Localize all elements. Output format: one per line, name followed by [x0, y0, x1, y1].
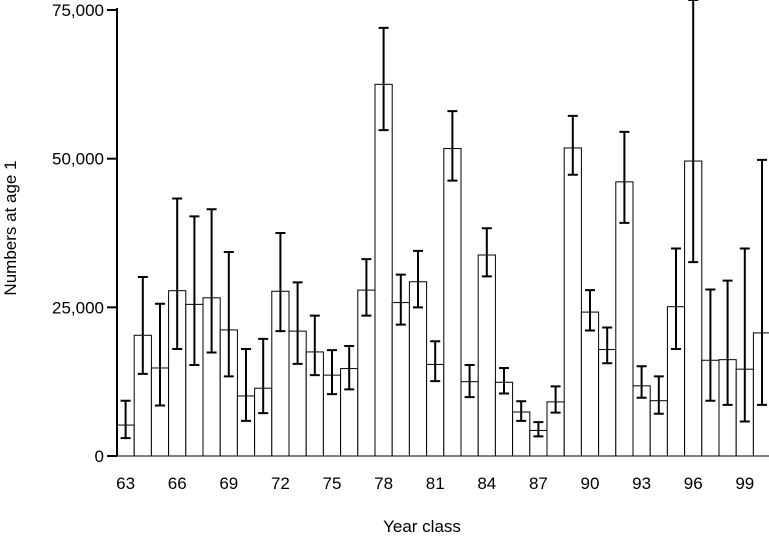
error-bar-93	[636, 365, 647, 399]
y-axis-title: Numbers at age 1	[1, 160, 20, 295]
error-bar-80	[413, 249, 423, 309]
bar-84	[477, 254, 496, 457]
bar-78	[374, 83, 393, 457]
error-bar-94	[653, 375, 664, 415]
error-bar-95	[671, 247, 681, 350]
error-bar-75	[327, 349, 337, 396]
y-tick-label: 25,000	[52, 298, 104, 317]
error-bar-88	[550, 385, 561, 414]
error-bar-66	[172, 197, 183, 350]
y-tick-label: 50,000	[52, 150, 104, 169]
x-tick-label: 75	[323, 474, 342, 493]
error-bar-63	[120, 399, 131, 440]
error-bar-99	[739, 247, 750, 423]
error-bar-70	[241, 347, 251, 422]
error-bar-83	[464, 364, 475, 399]
error-bar-89	[567, 114, 578, 176]
error-bar-65	[155, 302, 165, 407]
bars	[116, 83, 769, 457]
bar-89	[563, 147, 582, 457]
error-bar-68	[206, 208, 217, 354]
error-bar-82	[447, 110, 458, 182]
x-tick-label: 99	[735, 474, 754, 493]
y-axis-ticks: 0 25,000 50,000 75,000	[52, 1, 117, 466]
x-tick-label: 78	[374, 474, 393, 493]
x-tick-label: 81	[426, 474, 445, 493]
bar-79	[391, 302, 410, 457]
bar-82	[443, 148, 462, 457]
x-tick-label: 93	[632, 474, 651, 493]
x-tick-label: 84	[477, 474, 496, 493]
error-bars	[120, 0, 767, 440]
error-bar-79	[395, 273, 406, 326]
x-tick-label: 87	[529, 474, 548, 493]
error-bar-91	[602, 326, 613, 365]
error-bar-71	[258, 337, 269, 415]
y-tick-label: 0	[95, 447, 104, 466]
error-bar-81	[430, 340, 441, 383]
x-tick-label: 96	[684, 474, 703, 493]
error-bar-74	[309, 314, 320, 377]
error-bar-64	[137, 276, 148, 375]
error-bar-97	[705, 288, 716, 402]
x-tick-label: 63	[116, 474, 135, 493]
bar-91	[598, 349, 617, 457]
error-bar-77	[361, 258, 372, 317]
error-bar-84	[481, 227, 492, 278]
x-axis-ticks: 63 66 69 72 75 78 81 84 87 90 93 96 99	[116, 474, 754, 493]
error-bar-67	[189, 215, 200, 367]
error-bar-76	[344, 344, 355, 391]
y-tick-label: 75,000	[52, 1, 104, 20]
error-bar-86	[516, 400, 527, 422]
bar-90	[580, 311, 600, 457]
x-tick-label: 72	[271, 474, 290, 493]
x-axis-title: Year class	[383, 517, 461, 536]
error-bar-87	[533, 421, 544, 438]
x-tick-label: 66	[168, 474, 187, 493]
error-bar-85	[499, 366, 509, 395]
error-bar-92	[619, 130, 630, 224]
error-bar-96	[688, 0, 699, 264]
error-bar-69	[223, 251, 234, 378]
error-bar-100	[757, 158, 767, 406]
error-bar-98	[722, 279, 733, 406]
x-tick-label: 69	[219, 474, 238, 493]
x-tick-label: 90	[581, 474, 600, 493]
error-bar-73	[292, 281, 303, 365]
error-bar-90	[585, 289, 595, 332]
error-bar-78	[378, 26, 389, 132]
error-bar-72	[275, 232, 286, 333]
